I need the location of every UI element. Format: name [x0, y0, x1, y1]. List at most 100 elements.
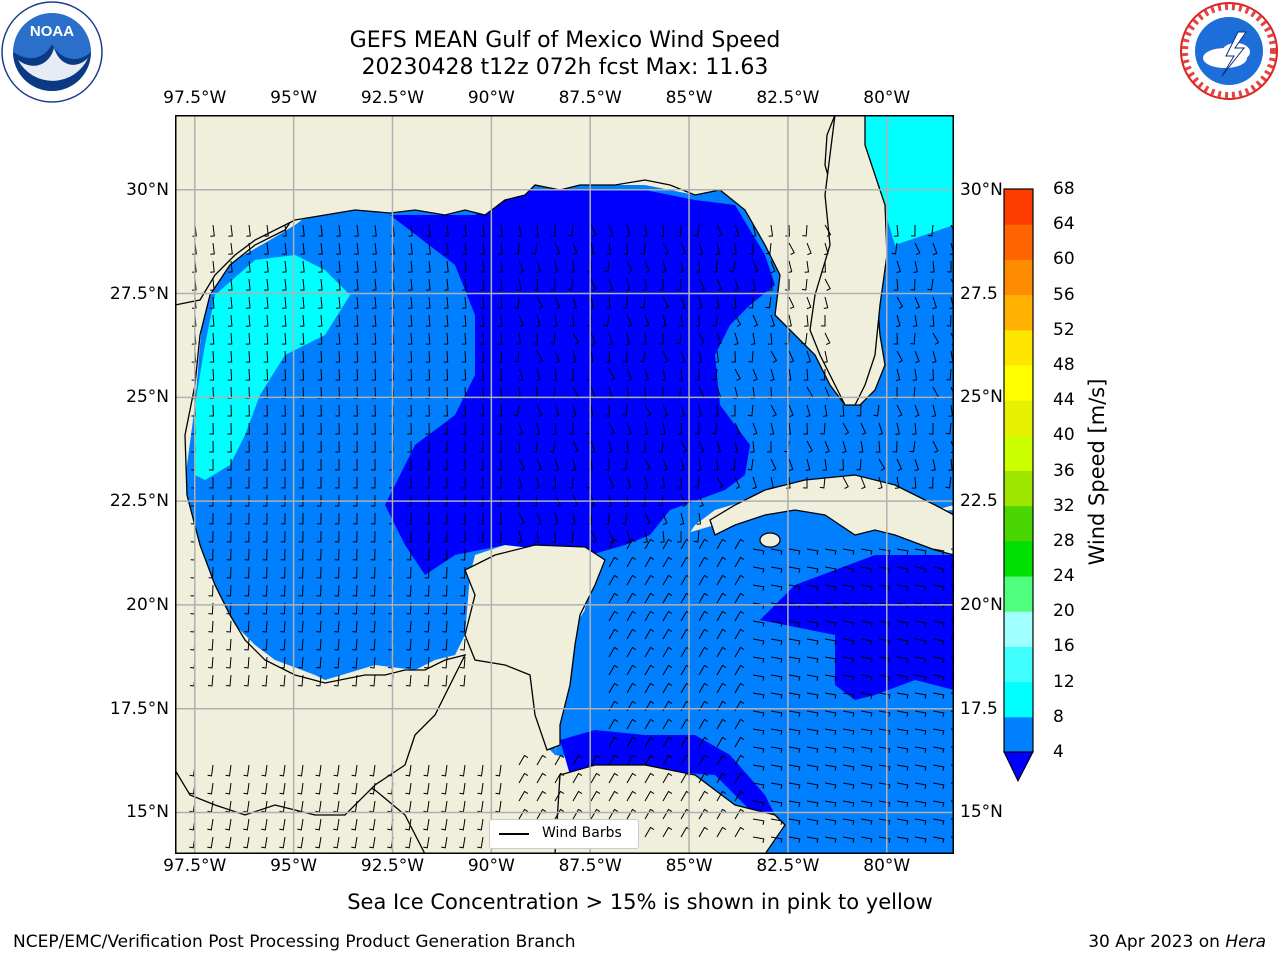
wind-barb	[479, 332, 485, 345]
wind-barb	[262, 494, 268, 507]
wind-barb	[680, 458, 685, 472]
wind-barb	[626, 646, 637, 658]
wind-barb	[408, 278, 413, 291]
wind-barb	[896, 782, 909, 789]
wind-barb	[928, 423, 934, 435]
wind-barb	[694, 422, 700, 435]
wind-barb	[860, 764, 873, 771]
wind-barb	[662, 350, 669, 363]
wind-barb	[460, 638, 466, 651]
wind-barb	[335, 332, 341, 345]
wind-barb	[227, 314, 233, 327]
wind-barb	[535, 368, 541, 381]
wind-barb	[696, 458, 702, 471]
wind-barb	[733, 440, 738, 453]
wind-barb	[734, 682, 745, 694]
wind-barb	[407, 422, 412, 435]
wind-barb	[842, 836, 855, 843]
wind-barb	[352, 512, 358, 525]
wind-barb	[734, 628, 745, 640]
wind-barb	[246, 242, 251, 255]
wind-barb	[335, 440, 340, 453]
wind-barb	[769, 476, 774, 489]
wind-barb	[497, 368, 503, 381]
wind-barb	[752, 692, 765, 699]
wind-barb	[644, 808, 655, 820]
wind-barb	[896, 800, 909, 807]
wind-barb	[209, 350, 215, 363]
lat-tick-label-right: 17.5	[960, 698, 998, 719]
wind-barb	[371, 296, 377, 309]
wind-barb	[262, 620, 268, 633]
wind-barb	[335, 296, 341, 309]
wind-barb	[748, 296, 754, 309]
wind-barb	[264, 260, 269, 273]
lat-tick-label-left: 27.5°N	[109, 283, 169, 304]
wind-barb	[716, 278, 723, 292]
map-frame	[175, 115, 954, 854]
wind-barb	[460, 512, 466, 525]
wind-barb	[462, 224, 467, 237]
wind-barb	[210, 260, 215, 273]
wind-barb	[698, 682, 709, 694]
wind-barb	[569, 368, 574, 381]
wind-barb	[442, 566, 448, 579]
wind-barb	[842, 422, 850, 435]
wind-barb	[245, 368, 251, 381]
colorbar-tick-label: 48	[1053, 354, 1075, 375]
wind-barb	[354, 242, 359, 255]
wind-barb	[280, 638, 286, 651]
wind-barb	[518, 260, 525, 274]
wind-barb	[748, 243, 754, 255]
wind-barb	[914, 710, 927, 717]
wind-barb	[351, 836, 358, 849]
wind-barb	[426, 278, 431, 291]
wind-barb	[496, 530, 502, 543]
wind-barb	[554, 350, 560, 364]
wind-barb	[927, 224, 934, 237]
wind-barb	[443, 404, 448, 417]
wind-barb	[698, 646, 709, 658]
wind-barb	[711, 368, 718, 381]
wind-barb	[407, 314, 413, 327]
lat-tick-label-right: 22.5	[960, 491, 998, 512]
wind-barb	[424, 548, 430, 561]
wind-barb	[334, 656, 340, 669]
wind-barb	[716, 682, 727, 694]
wind-barb	[676, 531, 682, 543]
lon-tick-label-top: 90°W	[467, 88, 515, 108]
wind-barb	[517, 530, 523, 543]
wind-barb	[842, 800, 855, 807]
wind-barb	[644, 458, 651, 471]
wind-barb	[423, 674, 430, 687]
wind-barb	[262, 656, 268, 669]
wind-barb	[370, 620, 376, 633]
wind-barb	[805, 458, 811, 471]
wind-barb	[608, 368, 616, 381]
wind-barb	[408, 224, 413, 237]
wind-barb	[824, 278, 831, 291]
wind-barb	[479, 296, 485, 309]
wind-barb	[878, 728, 891, 735]
wind-barb	[806, 566, 819, 573]
wind-barb	[607, 494, 612, 507]
wind-barb	[626, 754, 637, 766]
wind-barb	[608, 754, 619, 766]
wind-barb	[280, 512, 286, 525]
wind-barb	[716, 538, 727, 550]
wind-barb	[909, 440, 916, 453]
colorbar-tick-label: 36	[1053, 460, 1075, 481]
wind-barb	[334, 566, 340, 579]
wind-barb	[424, 620, 430, 633]
wind-barb	[280, 494, 286, 507]
wind-barb	[860, 566, 873, 573]
wind-barb	[406, 512, 412, 525]
wind-barb	[299, 314, 305, 327]
wind-barb	[878, 422, 884, 436]
wind-barb	[788, 656, 801, 663]
wind-barb	[208, 656, 214, 669]
wind-barb	[299, 332, 305, 345]
wind-barb	[801, 278, 808, 291]
wind-barb	[406, 620, 412, 633]
wind-barb	[425, 296, 431, 309]
